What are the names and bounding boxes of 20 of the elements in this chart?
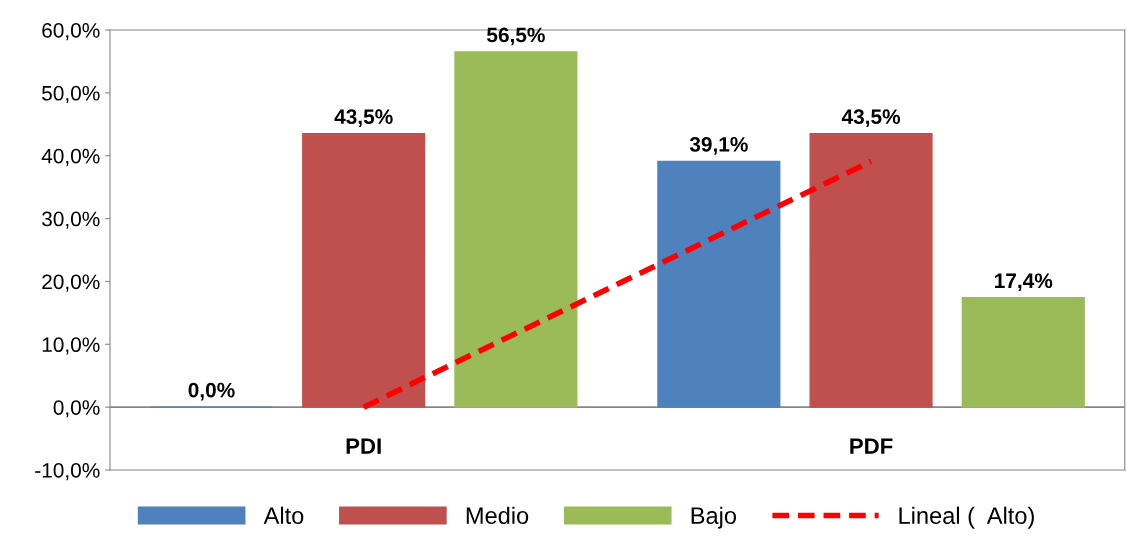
data-label: 43,5% — [334, 109, 393, 128]
data-label: 39,1% — [689, 136, 748, 155]
y-tick-label: 0,0% — [53, 400, 100, 418]
legend-label: Alto — [263, 506, 304, 524]
data-label: 0,0% — [188, 382, 235, 401]
x-tick-label: PDF — [850, 438, 893, 454]
y-tick-label: 60,0% — [42, 23, 100, 41]
y-tick-label: 50,0% — [42, 85, 100, 104]
data-label: 56,5% — [487, 27, 545, 46]
legend-label: Bajo — [691, 506, 737, 529]
y-tick-label: -10,0% — [35, 463, 100, 481]
y-tick-label: 20,0% — [42, 274, 100, 292]
data-label: 43,5% — [841, 109, 901, 128]
x-tick-label: PDI — [346, 438, 381, 454]
y-tick-label: 10,0% — [42, 337, 100, 355]
y-tick-label: 30,0% — [42, 211, 100, 229]
legend-label: Lineal ( Alto) — [899, 506, 1034, 529]
data-label: 17,4% — [995, 273, 1053, 292]
legend-label: Medio — [466, 506, 529, 524]
y-tick-label: 40,0% — [41, 148, 100, 166]
